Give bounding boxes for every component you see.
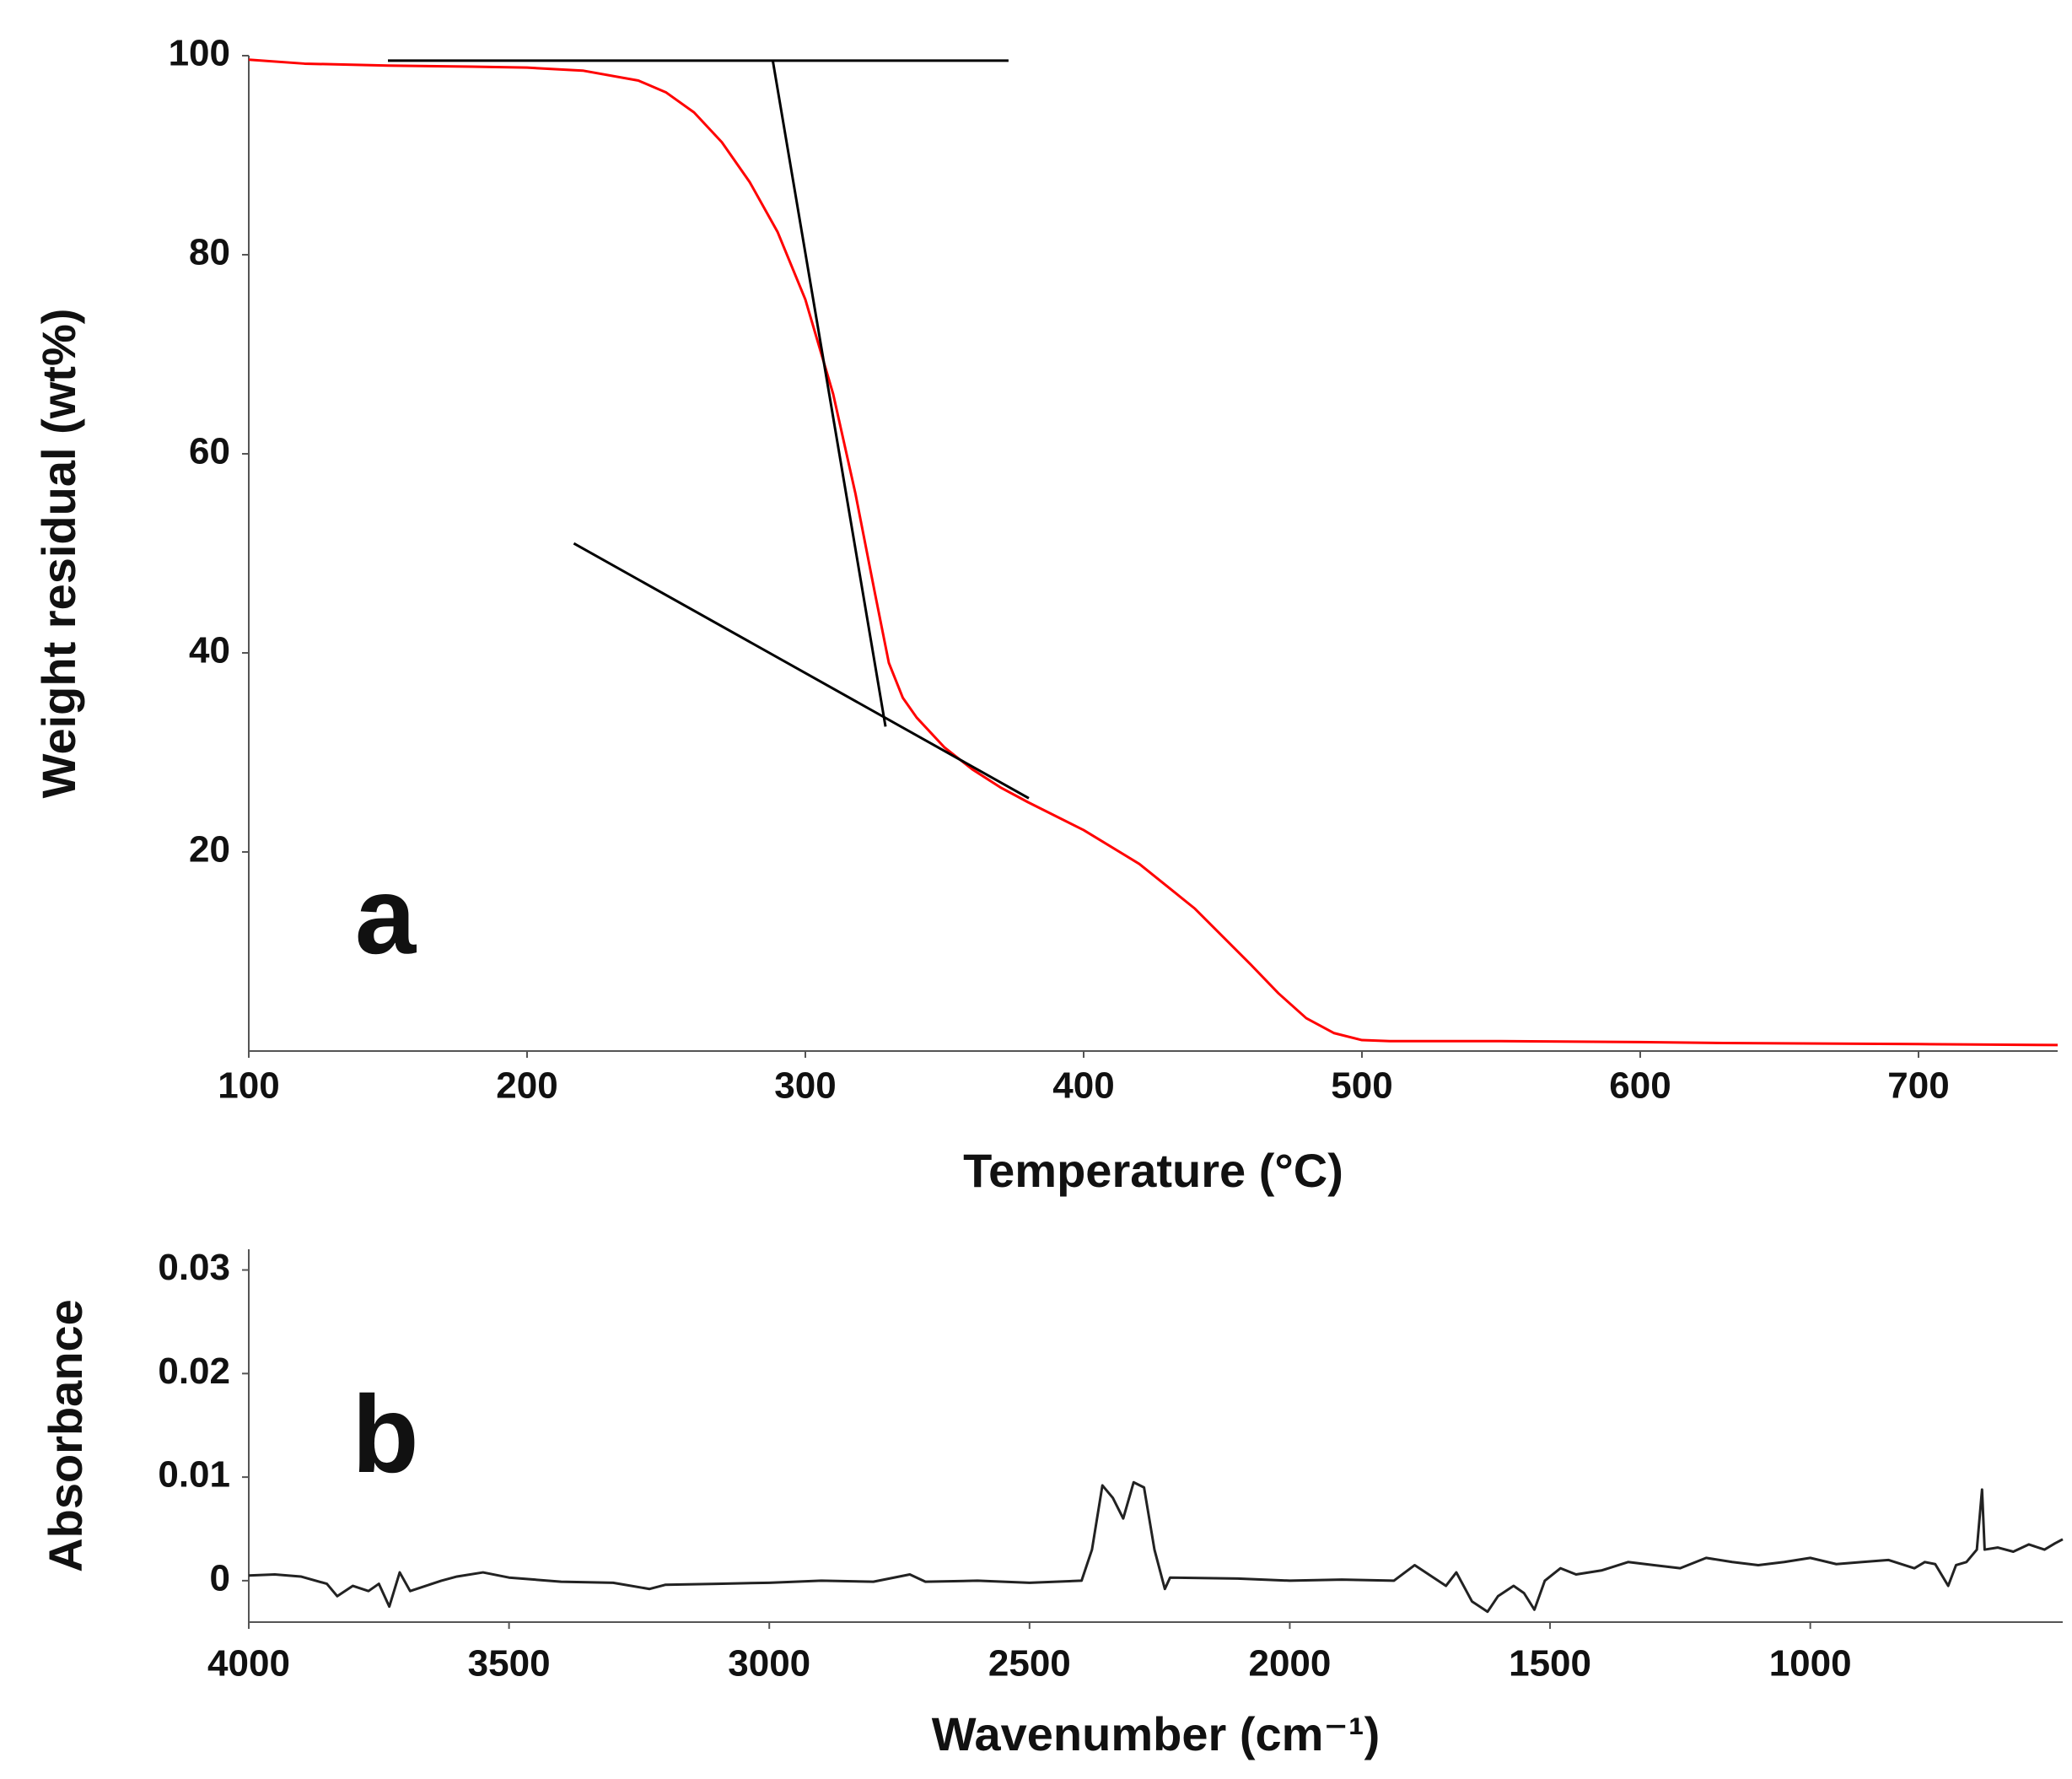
x-tick-label: 100	[218, 1065, 279, 1107]
y-tick-label: 100	[169, 33, 230, 74]
x-tick-label: 3500	[468, 1643, 551, 1685]
x-axis-title: Wavenumber (cm⁻¹)	[932, 1707, 1380, 1760]
data-line	[248, 58, 2059, 1047]
x-tick-label: 300	[774, 1065, 836, 1107]
x-tick-label: 1500	[1509, 1643, 1591, 1685]
x-tick-label: 200	[496, 1065, 557, 1107]
x-tick-label: 1000	[1769, 1643, 1852, 1685]
x-tick-label: 700	[1887, 1065, 1949, 1107]
data-line	[248, 1480, 2064, 1614]
y-tick-label: 20	[189, 829, 230, 871]
data-line	[573, 542, 1030, 800]
data-line	[771, 60, 887, 727]
y-axis-title: Absorbance	[39, 1299, 92, 1572]
x-tick-label: 2500	[988, 1643, 1071, 1685]
panel-label: b	[352, 1372, 418, 1496]
x-tick-label: 3000	[728, 1643, 810, 1685]
y-axis-title: Weight residual (wt%)	[32, 309, 85, 799]
y-tick-label: 40	[189, 630, 230, 671]
y-tick-label: 0.02	[158, 1350, 230, 1392]
x-tick-label: 2000	[1248, 1643, 1331, 1685]
x-tick-label: 400	[1052, 1065, 1114, 1107]
x-tick-label: 4000	[207, 1643, 290, 1685]
panel-label: a	[355, 854, 417, 977]
x-tick-label: 600	[1609, 1065, 1671, 1107]
x-tick-label: 500	[1331, 1065, 1392, 1107]
y-tick-label: 0.03	[158, 1247, 230, 1288]
y-tick-label: 80	[189, 232, 230, 273]
y-tick-label: 0.01	[158, 1454, 230, 1496]
x-axis-title: Temperature (°C)	[963, 1144, 1343, 1197]
y-tick-label: 0	[210, 1558, 230, 1599]
y-tick-label: 60	[189, 431, 230, 472]
